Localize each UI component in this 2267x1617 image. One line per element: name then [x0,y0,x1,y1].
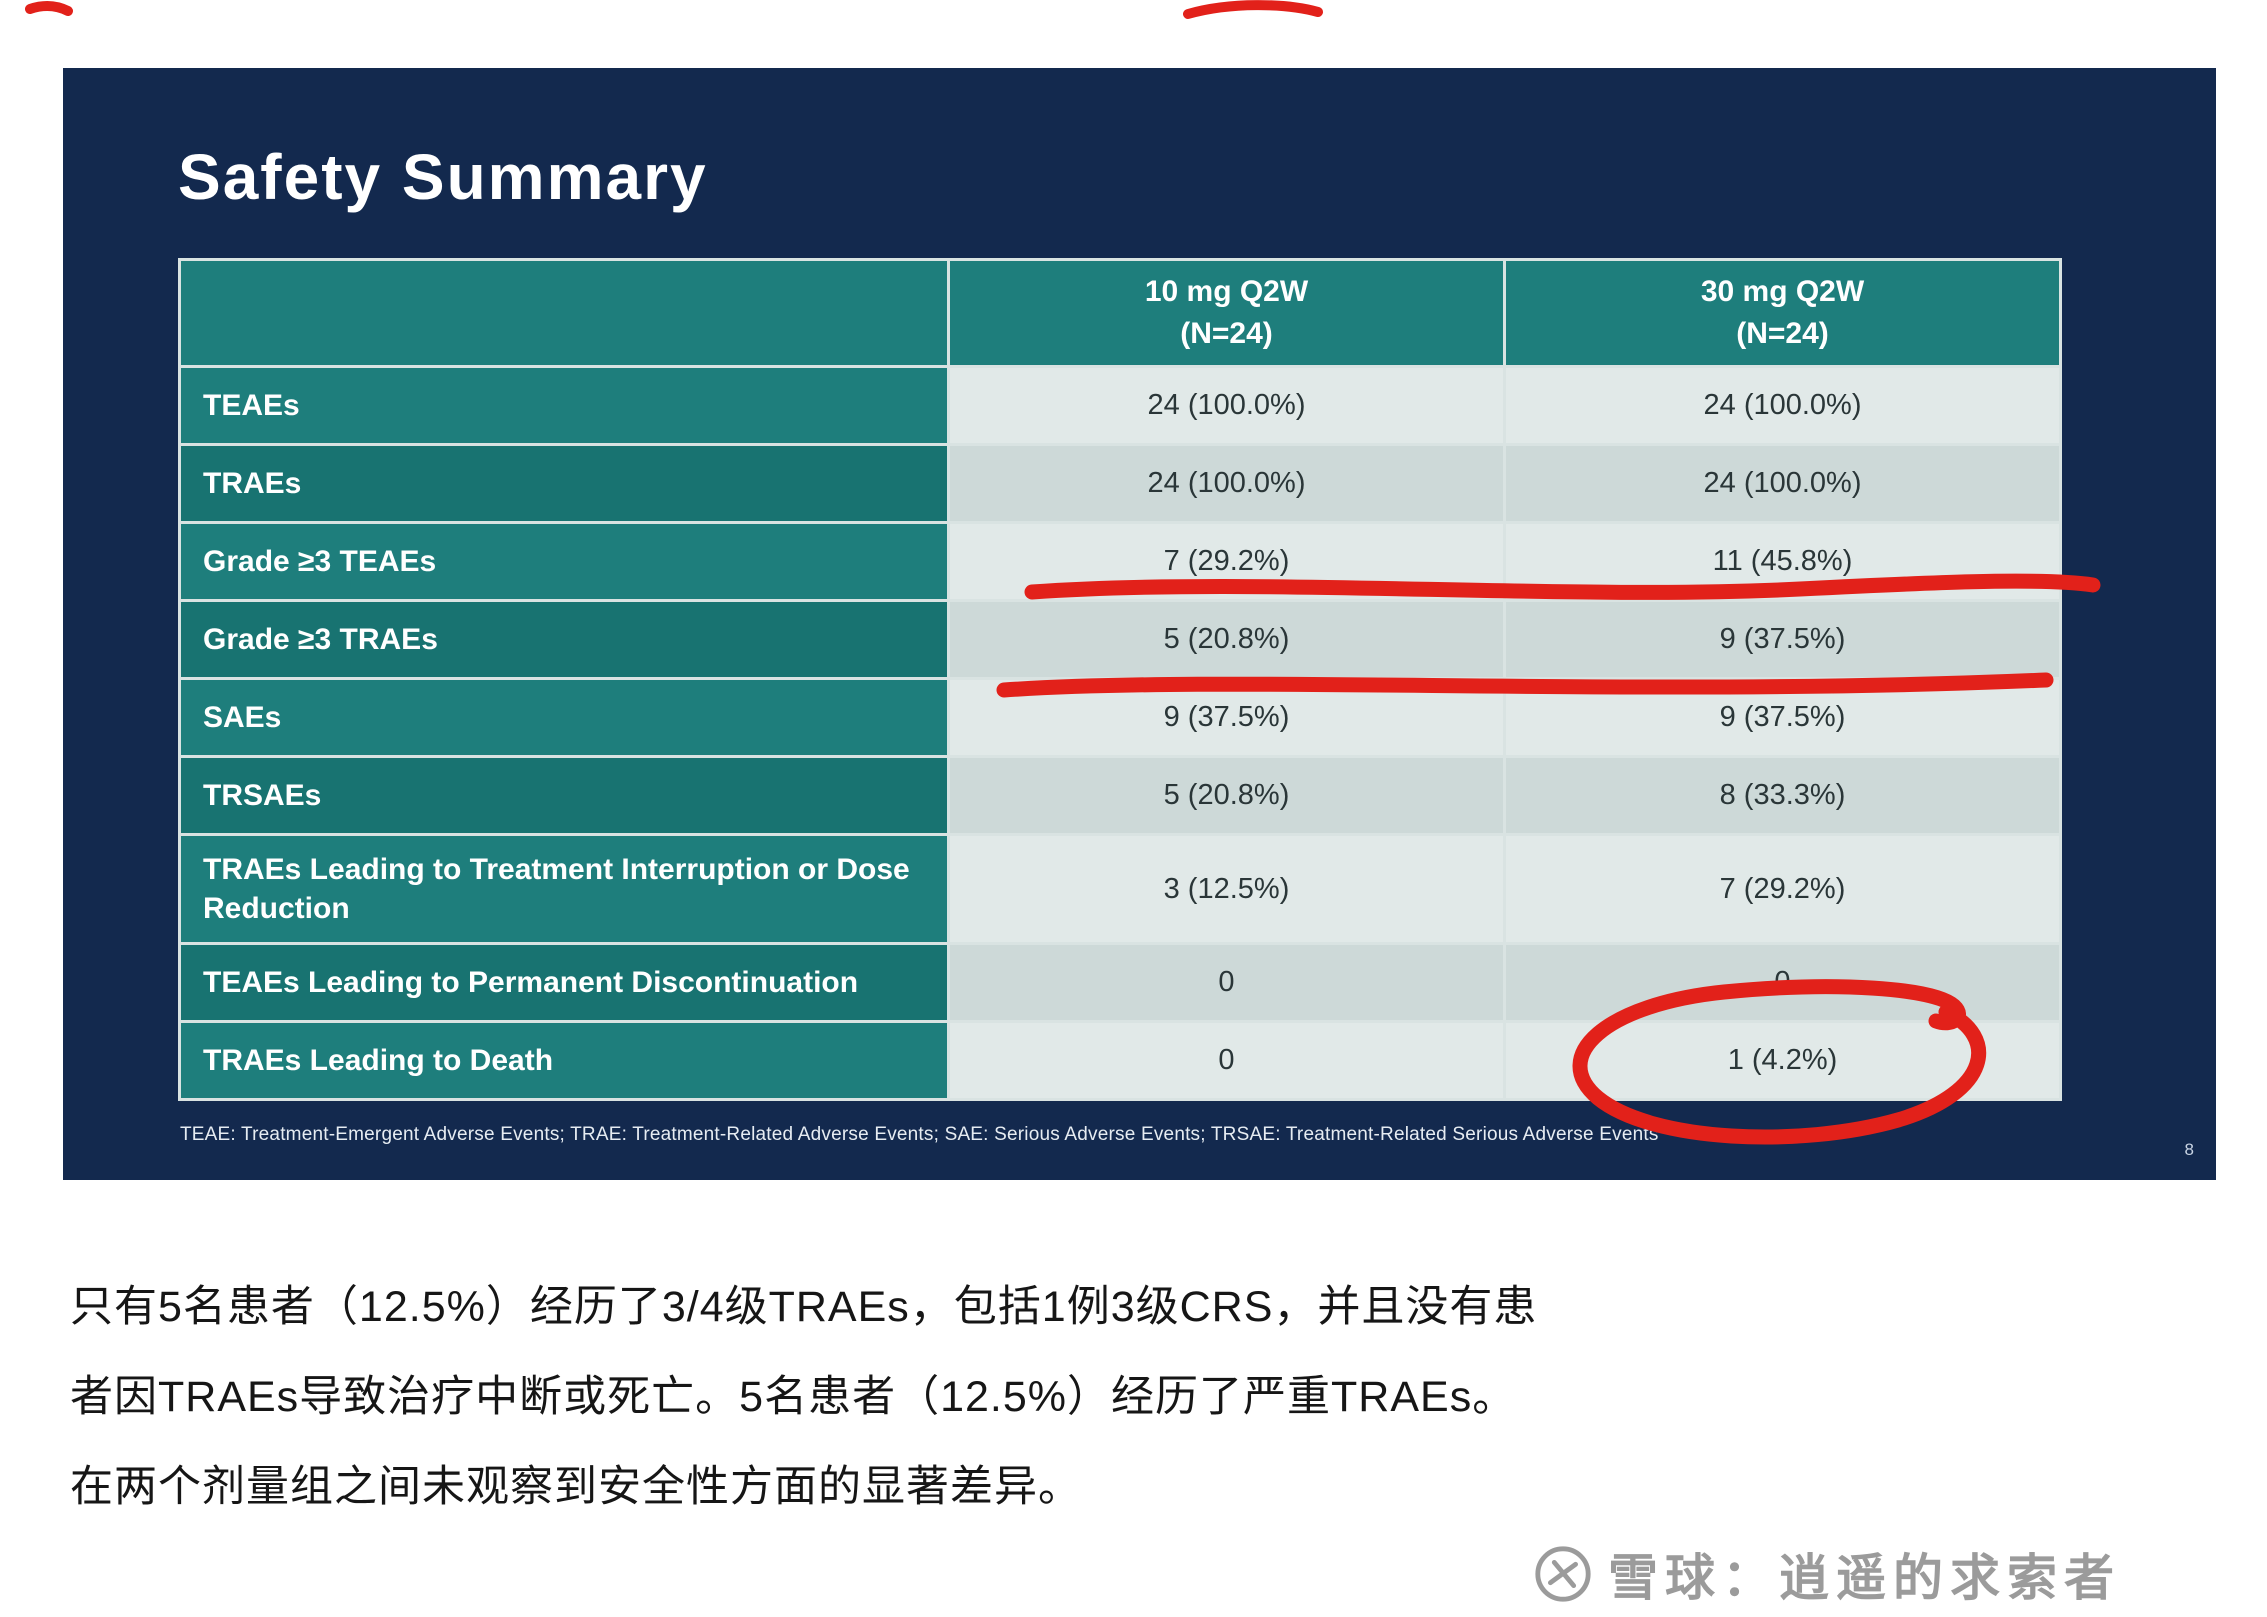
table-cell-10mg: 24 (100.0%) [950,368,1503,443]
table-row-label: TEAEs [181,368,947,443]
column-header-30mg-dose: 30 mg Q2W [1700,275,1865,308]
xueqiu-snowball-icon [1535,1546,1591,1602]
slide-title: Safety Summary [178,141,708,213]
table-cell-30mg: 24 (100.0%) [1506,368,2059,443]
table-row-label: Grade ≥3 TEAEs [181,524,947,599]
table-cell-10mg: 0 [950,945,1503,1020]
table-cell-10mg: 9 (37.5%) [950,680,1503,755]
table-cell-10mg: 5 (20.8%) [950,602,1503,677]
table-cell-30mg: 9 (37.5%) [1506,602,2059,677]
column-header-10mg-dose: 10 mg Q2W [1144,275,1309,308]
table-row-label: TRAEs Leading to Treatment Interruption … [181,836,947,942]
table-cell-10mg: 24 (100.0%) [950,446,1503,521]
red-mark-top-center [1183,0,1323,19]
red-mark-top-left [25,1,73,16]
slide-page-number: 8 [2184,1140,2194,1159]
table-cell-30mg: 11 (45.8%) [1506,524,2059,599]
table-row-label: SAEs [181,680,947,755]
abbreviation-footnote: TEAE: Treatment-Emergent Adverse Events;… [180,1124,1659,1145]
table-cell-30mg: 24 (100.0%) [1506,446,2059,521]
table-cell-30mg: 7 (29.2%) [1506,836,2059,942]
column-header-30mg: 30 mg Q2W (N=24) [1506,261,2059,365]
table-row-label: TEAEs Leading to Permanent Discontinuati… [181,945,947,1020]
table-row-label: Grade ≥3 TRAEs [181,602,947,677]
safety-summary-table: 10 mg Q2W (N=24) 30 mg Q2W (N=24) TEAEs … [178,258,2062,1101]
table-cell-30mg: 9 (37.5%) [1506,680,2059,755]
watermark: 雪球：逍遥的求索者 [1532,1538,2121,1610]
column-header-10mg: 10 mg Q2W (N=24) [950,261,1503,365]
table-cell-10mg: 0 [950,1023,1503,1098]
table-cell-30mg: 8 (33.3%) [1506,758,2059,833]
column-header-10mg-n: (N=24) [1180,317,1273,350]
watermark-text: 雪球：逍遥的求索者 [1608,1550,2121,1606]
slide: Safety Summary 10 mg Q2W (N=24) 30 mg Q2… [63,68,2216,1180]
column-header-30mg-n: (N=24) [1736,317,1829,350]
table-row-label: TRAEs [181,446,947,521]
summary-caption: 只有5名患者（12.5%）经历了3/4级TRAEs，包括1例3级CRS，并且没有… [70,1283,1538,1511]
table-cell-30mg: 1 (4.2%) [1506,1023,2059,1098]
table-cell-10mg: 3 (12.5%) [950,836,1503,942]
table-cell-10mg: 5 (20.8%) [950,758,1503,833]
table-cell-10mg: 7 (29.2%) [950,524,1503,599]
table-corner-cell [181,261,947,365]
table-cell-30mg: 0 [1506,945,2059,1020]
table-row-label: TRAEs Leading to Death [181,1023,947,1098]
table-row-label: TRSAEs [181,758,947,833]
